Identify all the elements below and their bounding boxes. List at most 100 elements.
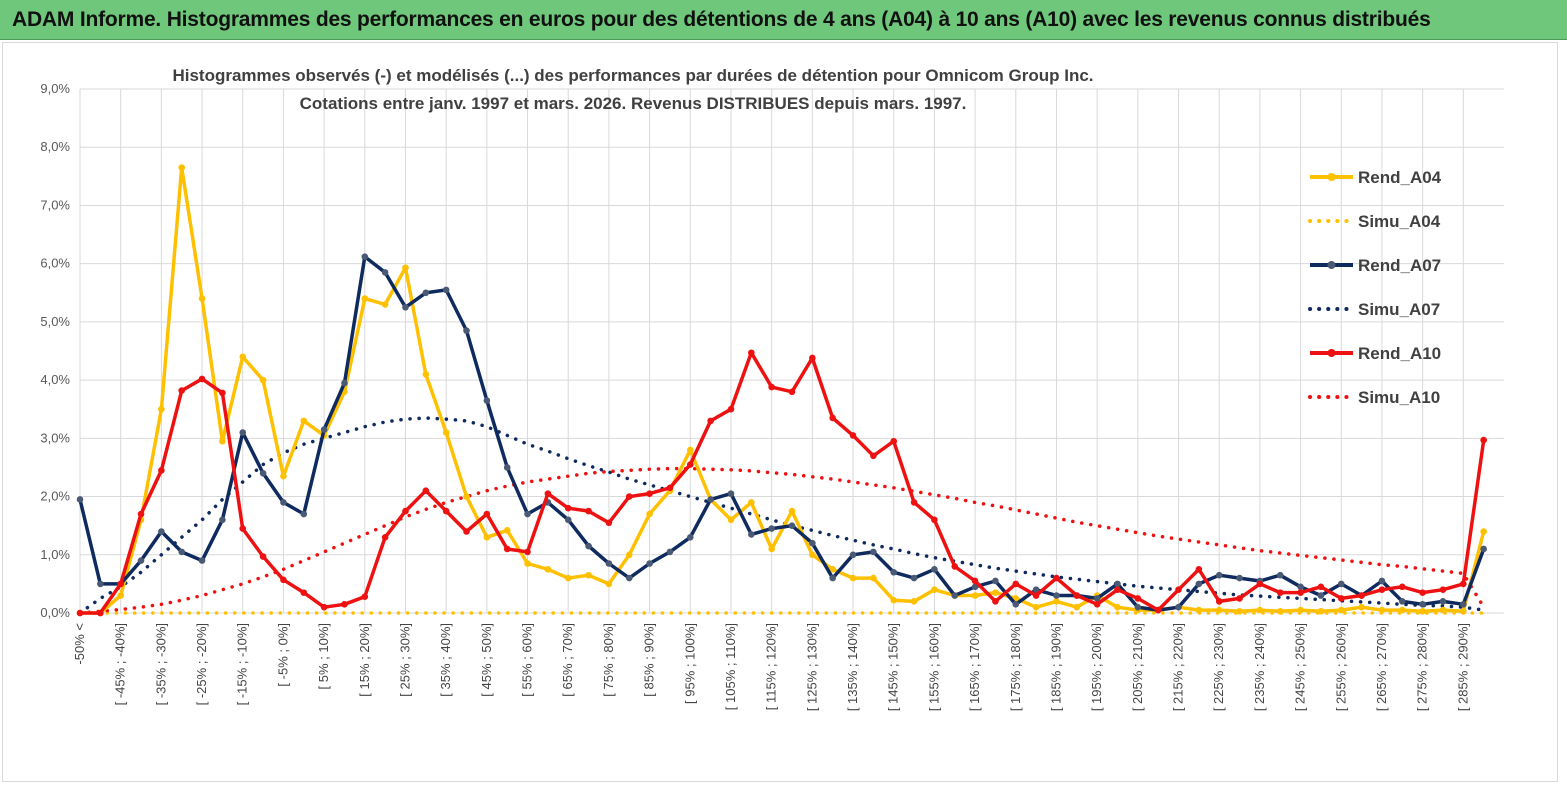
x-tick-label: [ 135% ; 140%] — [845, 623, 860, 711]
data-point-rend-a10 — [1154, 606, 1162, 614]
data-point-rend-a04 — [1053, 598, 1060, 605]
data-point-rend-a07 — [402, 304, 409, 311]
data-point-rend-a07 — [1419, 600, 1426, 608]
data-point-rend-a10 — [992, 598, 999, 605]
data-point-rend-a07 — [1032, 586, 1040, 594]
data-point-rend-a10 — [686, 461, 694, 468]
x-tick-label: [ 45% ; 50%] — [479, 623, 494, 697]
data-point-rend-a07 — [1114, 580, 1121, 588]
data-point-rend-a10 — [198, 375, 206, 383]
data-point-rend-a10 — [422, 487, 430, 495]
data-point-rend-a04 — [748, 499, 755, 506]
data-point-rend-a04 — [1419, 607, 1426, 615]
data-point-rend-a07 — [97, 580, 104, 588]
data-point-rend-a07 — [76, 496, 84, 503]
data-point-rend-a10 — [1195, 566, 1203, 573]
data-point-rend-a07 — [483, 397, 491, 404]
data-point-rend-a04 — [178, 164, 186, 171]
series-line-rend-a04 — [80, 165, 1486, 615]
y-tick-label: 0,0% — [40, 605, 70, 620]
legend-label-simu-a04: Simu_A04 — [1358, 212, 1441, 231]
x-tick-label: [ 245% ; 250%] — [1293, 623, 1308, 711]
data-point-rend-a04 — [1398, 606, 1406, 614]
data-point-rend-a04 — [625, 551, 633, 559]
data-point-rend-a04 — [544, 566, 552, 573]
data-point-rend-a10 — [219, 389, 226, 397]
data-point-rend-a07 — [422, 289, 430, 297]
data-point-rend-a07 — [1317, 592, 1325, 599]
x-tick-label: [ 55% ; 60%] — [520, 623, 535, 697]
y-tick-label: 7,0% — [40, 197, 70, 212]
x-tick-label: [ 15% ; 20%] — [357, 623, 372, 697]
data-point-rend-a10 — [137, 510, 145, 518]
data-point-rend-a07 — [137, 557, 145, 564]
data-point-rend-a07 — [1012, 600, 1020, 608]
data-point-rend-a04 — [768, 545, 775, 553]
data-point-rend-a04 — [1032, 603, 1040, 611]
data-point-rend-a07 — [219, 516, 226, 524]
data-point-rend-a04 — [1297, 606, 1304, 614]
series-line-rend-a10 — [80, 350, 1486, 615]
data-point-rend-a10 — [768, 383, 775, 391]
series-line-simu-a07 — [78, 416, 1486, 615]
x-tick-label: -50% < — [72, 623, 87, 665]
chart-subtitle: Cotations entre janv. 1997 et mars. 2026… — [300, 94, 967, 113]
data-point-rend-a04 — [727, 516, 735, 524]
data-point-rend-a10 — [381, 534, 389, 541]
data-point-rend-a07 — [910, 574, 918, 582]
data-point-rend-a04 — [1317, 607, 1325, 615]
data-point-rend-a04 — [605, 580, 613, 588]
data-point-rend-a10 — [259, 553, 267, 560]
x-tick-label: [ -15% ; -10%] — [235, 623, 250, 705]
data-point-rend-a04 — [971, 592, 979, 599]
data-point-rend-a07 — [748, 531, 755, 538]
data-point-rend-a04 — [910, 598, 918, 605]
data-point-rend-a04 — [1256, 606, 1264, 614]
data-point-rend-a07 — [666, 548, 674, 556]
data-point-rend-a07 — [625, 574, 633, 582]
data-point-rend-a04 — [788, 507, 796, 515]
data-point-rend-a10 — [76, 609, 84, 617]
x-tick-label: [ 85% ; 90%] — [642, 623, 657, 697]
x-tick-label: [ 125% ; 130%] — [804, 623, 819, 711]
data-point-rend-a07 — [198, 557, 206, 564]
data-point-rend-a07 — [158, 528, 165, 535]
data-point-rend-a04 — [931, 586, 938, 594]
data-point-rend-a10 — [1114, 586, 1121, 594]
data-point-rend-a04 — [809, 551, 816, 559]
x-tick-label: [ 25% ; 30%] — [397, 623, 412, 697]
x-tick-label: [ 175% ; 180%] — [1008, 623, 1023, 711]
data-point-rend-a10 — [1378, 586, 1386, 594]
data-point-rend-a10 — [1317, 583, 1325, 591]
data-point-rend-a07 — [503, 464, 511, 471]
y-tick-label: 1,0% — [40, 547, 70, 562]
data-point-rend-a07 — [1053, 592, 1060, 599]
data-point-rend-a04 — [422, 370, 430, 378]
data-point-rend-a04 — [442, 429, 450, 436]
data-point-rend-a10 — [1419, 589, 1426, 596]
legend-marker-rend-a07 — [1327, 261, 1336, 269]
data-point-rend-a10 — [117, 580, 124, 588]
data-point-rend-a10 — [1358, 592, 1365, 599]
data-point-rend-a10 — [1012, 580, 1020, 588]
x-tick-label: [ 5% ; 10%] — [316, 623, 331, 689]
data-point-rend-a07 — [300, 510, 308, 518]
data-point-rend-a04 — [1480, 528, 1487, 535]
y-tick-label: 2,0% — [40, 489, 70, 504]
data-point-rend-a10 — [503, 545, 511, 553]
data-point-rend-a04 — [1439, 606, 1447, 614]
data-point-rend-a10 — [951, 563, 959, 570]
data-point-rend-a04 — [1114, 603, 1121, 611]
legend-marker-rend-a10 — [1327, 349, 1336, 357]
data-point-rend-a04 — [686, 446, 694, 454]
data-point-rend-a07 — [971, 583, 979, 591]
data-point-rend-a07 — [1215, 571, 1223, 579]
data-point-rend-a10 — [646, 490, 653, 497]
data-point-rend-a04 — [300, 417, 308, 425]
data-point-rend-a04 — [1358, 603, 1365, 611]
data-point-rend-a10 — [1215, 598, 1223, 605]
data-point-rend-a07 — [524, 510, 531, 518]
performance-histogram-chart: 0,0% 1,0% 2,0% 3,0% 4,0% 5,0% 6,0% 7,0% 8,0% 9,0%… — [40, 66, 1504, 711]
x-tick-label: [ 235% ; 240%] — [1252, 623, 1267, 711]
x-tick-label: [ -45% ; -40%] — [113, 623, 128, 705]
